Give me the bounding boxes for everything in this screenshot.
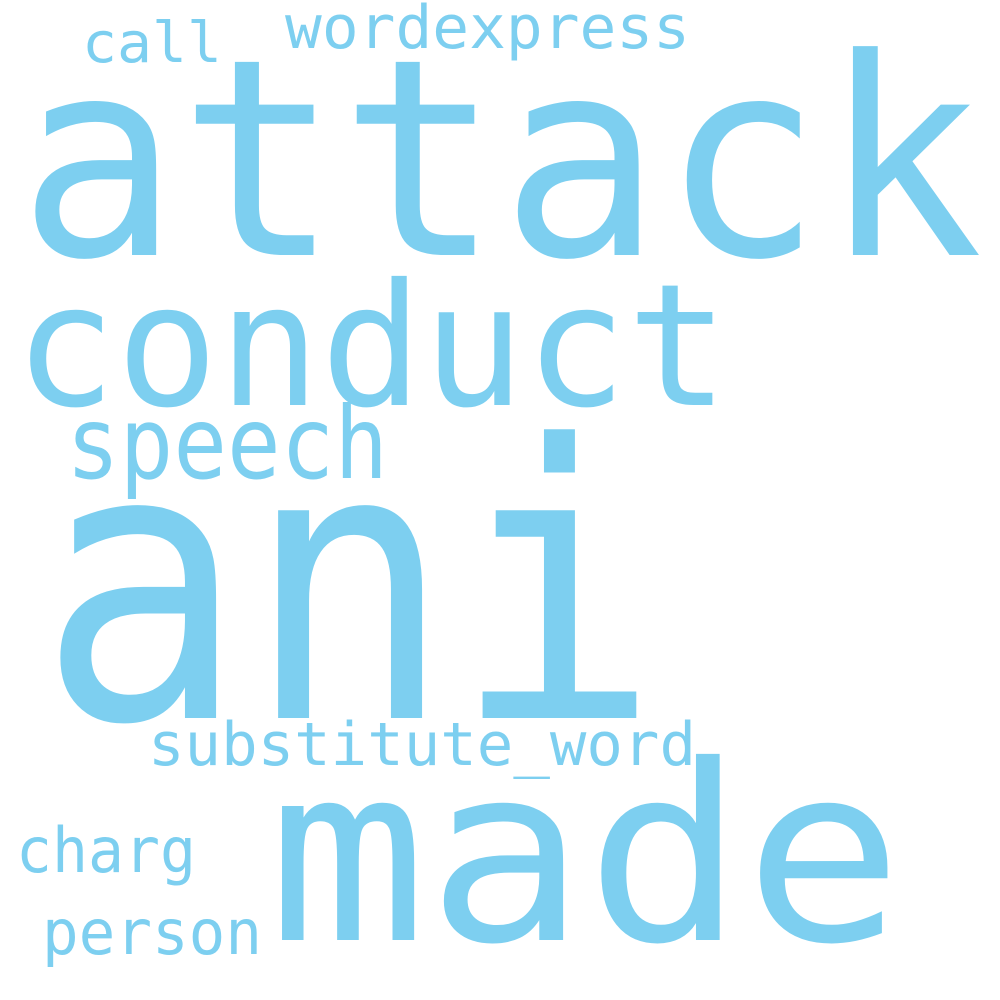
- word-attack: attack: [18, 0, 983, 320]
- word-person: person: [42, 896, 262, 969]
- word-call: call: [82, 11, 222, 76]
- word-conduct: conduct: [14, 248, 729, 446]
- word-speech: speech: [66, 385, 388, 502]
- word-made: made: [268, 713, 903, 998]
- word-substitute-word: substitute_word: [148, 710, 696, 780]
- word-charg: charg: [16, 814, 196, 887]
- word-ani: ani: [38, 365, 660, 808]
- word-wordexpress: wordexpress: [285, 0, 690, 63]
